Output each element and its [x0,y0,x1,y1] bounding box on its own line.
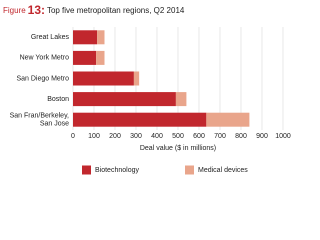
x-tick-label: 800 [235,133,247,140]
legend-swatch [185,165,194,175]
legend-label: Biotechnology [95,167,139,174]
x-tick-label: 600 [193,133,205,140]
x-tick-label: 400 [151,133,163,140]
bar-segment [73,71,134,86]
y-tick-label: San Diego Metro [16,75,69,82]
figure-number: 13: [28,3,45,17]
bar-segment [73,92,176,107]
label-line: San Fran/Berkeley, [10,113,69,120]
x-tick-label: 700 [214,133,226,140]
x-tick-label: 100 [88,133,100,140]
bar-segment [175,92,187,107]
x-tick-label: 0 [71,133,75,140]
x-tick-label: 900 [256,133,268,140]
bar-segment [206,112,250,127]
y-tick-label: Great Lakes [31,34,70,41]
bar-segment [97,30,105,45]
x-tick-label: 300 [130,133,142,140]
legend-label: Medical devices [198,167,248,174]
figure-prefix: Figure [3,6,26,15]
bar-segment [73,50,97,65]
bar-segment [73,112,207,127]
y-tick-label: San Fran/Berkeley, San Jose [10,113,70,128]
y-tick-label: Boston [47,96,69,103]
bar-segment [73,30,98,45]
label-line: San Jose [40,121,69,128]
bar-segment [133,71,140,86]
x-tick-label: 200 [109,133,121,140]
chart: Figure 13: Top five metropolitan regions… [3,3,291,175]
legend-swatch [82,165,91,175]
bar-segment [96,50,105,65]
y-tick-label: New York Metro [20,55,70,62]
chart-title: Figure 13: Top five metropolitan regions… [3,3,185,17]
x-tick-label: 500 [172,133,184,140]
x-tick-label: 1000 [275,133,291,140]
x-axis-label: Deal value ($ in millions) [140,145,216,152]
title: Top five metropolitan regions, Q2 2014 [47,6,185,15]
